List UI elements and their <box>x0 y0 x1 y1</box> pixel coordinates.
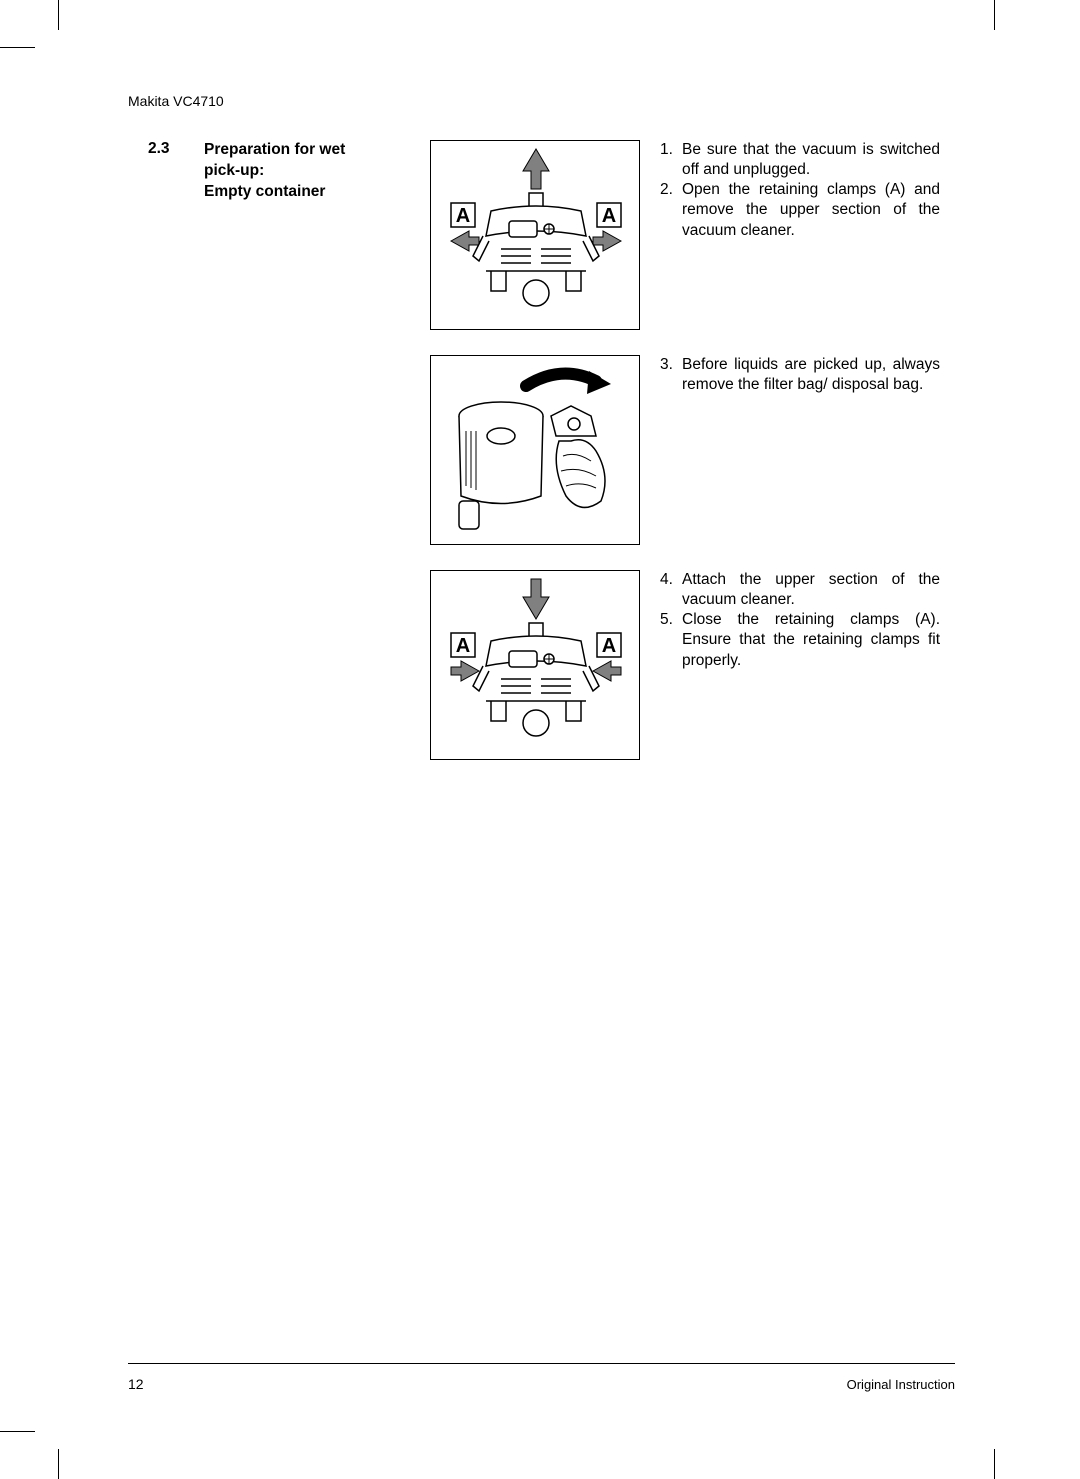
step-number: 2. <box>660 180 682 240</box>
page-frame: Makita VC4710 2.3 Preparation for wet pi… <box>58 47 995 1432</box>
section-title-line1: Preparation for wet <box>204 141 345 158</box>
figure-2 <box>430 355 640 545</box>
step-text: Open the retaining clamps (A) and remove… <box>682 180 940 240</box>
step-block-1: 1.Be sure that the vacuum is switched of… <box>660 140 940 241</box>
crop-mark <box>0 1431 35 1432</box>
section-title-line3: Empty container <box>204 183 325 200</box>
label-a-right: A <box>602 635 616 657</box>
diagram-remove-bag <box>431 356 641 546</box>
step-text: Before liquids are picked up, always rem… <box>682 355 940 395</box>
crop-mark <box>994 0 995 30</box>
footer-divider <box>128 1363 955 1364</box>
figure-1: A A <box>430 140 640 330</box>
crop-mark <box>58 0 59 30</box>
figure-3: A A <box>430 570 640 760</box>
step-number: 5. <box>660 610 682 670</box>
step-number: 4. <box>660 570 682 610</box>
step-text: Be sure that the vacuum is switched off … <box>682 140 940 180</box>
step-item: 5.Close the retaining clamps (A). Ensure… <box>660 610 940 670</box>
step-number: 3. <box>660 355 682 395</box>
diagram-open-clamps: A A <box>431 141 641 331</box>
crop-mark <box>58 1449 59 1479</box>
crop-mark <box>994 1449 995 1479</box>
step-number: 1. <box>660 140 682 180</box>
label-a-left: A <box>456 635 470 657</box>
label-a-left: A <box>456 205 470 227</box>
label-a-right: A <box>602 205 616 227</box>
step-block-3: 4.Attach the upper section of the vacuum… <box>660 570 940 671</box>
step-item: 1.Be sure that the vacuum is switched of… <box>660 140 940 180</box>
diagram-close-clamps: A A <box>431 571 641 761</box>
step-item: 3.Before liquids are picked up, always r… <box>660 355 940 395</box>
step-text: Attach the upper section of the vacuum c… <box>682 570 940 610</box>
page-number: 12 <box>128 1376 144 1392</box>
section-title-line2: pick-up: <box>204 162 264 179</box>
section-number: 2.3 <box>148 140 170 158</box>
crop-mark <box>0 47 35 48</box>
step-item: 2.Open the retaining clamps (A) and remo… <box>660 180 940 240</box>
section-title: Preparation for wet pick-up: Empty conta… <box>204 140 374 203</box>
footer-caption: Original Instruction <box>847 1377 955 1392</box>
header-product: Makita VC4710 <box>128 93 224 109</box>
step-block-2: 3.Before liquids are picked up, always r… <box>660 355 940 395</box>
step-item: 4.Attach the upper section of the vacuum… <box>660 570 940 610</box>
step-text: Close the retaining clamps (A). Ensure t… <box>682 610 940 670</box>
